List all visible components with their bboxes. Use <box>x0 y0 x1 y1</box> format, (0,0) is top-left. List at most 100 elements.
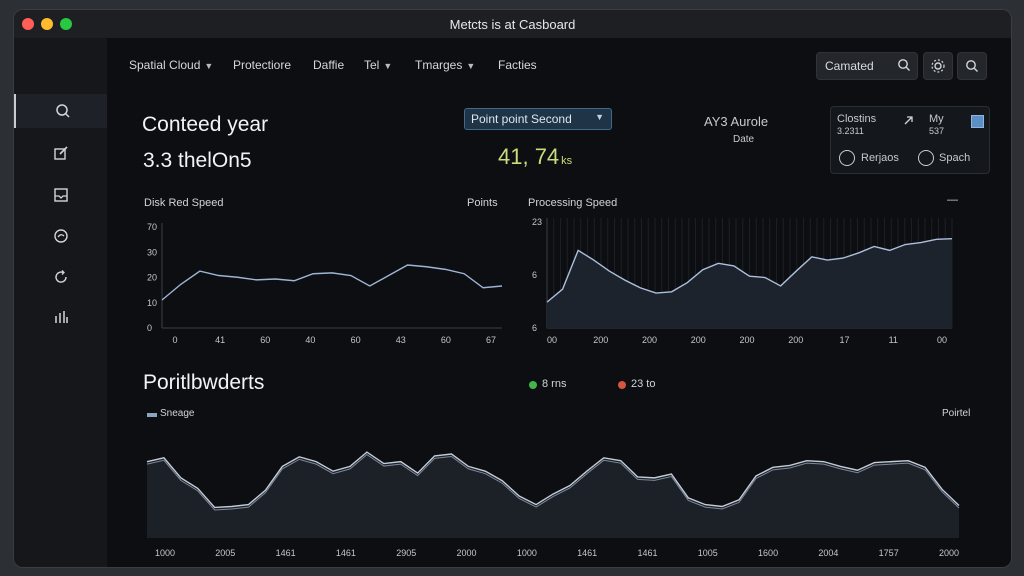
legend-dot-red <box>618 381 626 389</box>
nav-item-label: Tel <box>364 58 380 72</box>
search-box[interactable] <box>816 52 918 80</box>
panel-label-b: My <box>929 113 944 125</box>
x-tick-label: 60 <box>351 335 361 345</box>
x-tick-label: 43 <box>396 335 406 345</box>
panel-label-a: Clostins <box>837 113 877 125</box>
x-tick-label: 1600 <box>758 548 778 558</box>
series-line <box>146 451 960 509</box>
inbox-icon <box>53 188 68 202</box>
sidebar-item-target[interactable] <box>14 219 107 253</box>
chevron-down-icon: ▼ <box>204 61 214 71</box>
x-tick-label: 1000 <box>517 548 537 558</box>
settings-icon <box>931 59 945 73</box>
nav-item-tel[interactable]: Tel ▼ <box>364 58 392 72</box>
y-tick-label: 20 <box>147 273 157 283</box>
x-tick-label: 1000 <box>155 548 175 558</box>
x-tick-label: 2905 <box>396 548 416 558</box>
aux-subtitle: Date <box>733 134 755 145</box>
panel-checkbox[interactable] <box>971 115 984 128</box>
nav-item-label: Facties <box>498 58 537 72</box>
x-tick-label: 200 <box>691 335 706 345</box>
nav-item-spatial-cloud[interactable]: Spatial Cloud ▼ <box>129 58 213 72</box>
bar-chart-icon <box>54 311 68 323</box>
metric-select[interactable]: Point point Second ▼ <box>464 108 612 130</box>
legend-label-red: 23 to <box>631 378 656 390</box>
search-input[interactable] <box>823 57 897 75</box>
x-tick-label: 0 <box>172 335 177 345</box>
chevron-down-icon: ▼ <box>383 61 393 71</box>
chevron-down-icon: ▼ <box>595 112 604 122</box>
sidebar-item-search[interactable] <box>14 94 109 128</box>
select-value: Point point Second <box>471 112 572 126</box>
sidebar-item-refresh[interactable] <box>14 260 107 294</box>
chart2-menu[interactable]: — <box>947 194 958 206</box>
x-tick-label: 1461 <box>276 548 296 558</box>
app-window: Metcts is at Casboard Spatial Cloud ▼ Pro… <box>14 10 1011 567</box>
series-area <box>547 238 952 328</box>
maximize-window-button[interactable] <box>60 18 72 30</box>
disk-speed-chart: 70 30 20 10 0 0 41 60 40 60 43 60 67 <box>147 222 503 345</box>
legend-label-green: 8 rns <box>542 378 567 390</box>
nav-item-tmarges[interactable]: Tmarges ▼ <box>415 58 475 72</box>
x-tick-label: 2000 <box>457 548 477 558</box>
nav-item-protectiore[interactable]: Protectiore <box>233 58 291 72</box>
chart2-title: Processing Speed <box>528 197 618 209</box>
x-tick-label: 1461 <box>577 548 597 558</box>
summary-value: 3.3 thelOn5 <box>143 149 252 172</box>
y-tick-label: 6 <box>532 323 537 333</box>
search-icon[interactable] <box>897 58 911 72</box>
sidebar-item-inbox[interactable] <box>14 178 107 212</box>
series-area <box>147 452 959 538</box>
chart1-title: Disk Red Speed <box>144 197 224 209</box>
series-line <box>161 264 503 301</box>
chart1-legend: Points <box>467 197 498 209</box>
x-tick-label: 200 <box>788 335 803 345</box>
refresh-icon <box>54 270 67 283</box>
x-tick-label: 200 <box>593 335 608 345</box>
settings-button[interactable] <box>923 52 953 80</box>
radio-option-a[interactable] <box>839 150 855 166</box>
x-tick-label: 00 <box>547 335 557 345</box>
x-tick-label: 17 <box>839 335 849 345</box>
x-tick-label: 1757 <box>879 548 899 558</box>
nav-item-facties[interactable]: Facties <box>498 58 537 72</box>
x-tick-label: 200 <box>642 335 657 345</box>
x-tick-label: 2005 <box>215 548 235 558</box>
highlight-unit: ks <box>561 155 573 167</box>
sidebar <box>14 38 109 567</box>
edit-icon <box>53 146 68 160</box>
aux-title: AY3 Aurole <box>704 114 769 129</box>
series-line <box>546 238 953 303</box>
close-window-button[interactable] <box>22 18 34 30</box>
y-tick-label: 23 <box>532 217 542 227</box>
highlight-number: 41, 74 <box>498 144 560 169</box>
global-search-button[interactable] <box>957 52 987 80</box>
panel-value-b: 537 <box>929 126 945 136</box>
sidebar-item-edit[interactable] <box>14 136 107 170</box>
radio-label-b: Spach <box>939 152 971 164</box>
y-tick-label: 6 <box>532 270 537 280</box>
x-tick-label: 40 <box>305 335 315 345</box>
main-content: Spatial Cloud ▼ Protectiore Daffie Tel ▼ T… <box>107 38 1011 567</box>
x-tick-label: 41 <box>215 335 225 345</box>
nav-item-label: Tmarges <box>415 58 463 72</box>
summary-heading: Conteed year <box>142 113 269 136</box>
x-tick-label: 60 <box>260 335 270 345</box>
section-title: Poritlbwderts <box>143 371 265 394</box>
nav-item-label: Spatial Cloud <box>129 58 201 72</box>
sidebar-item-stats[interactable] <box>14 300 107 334</box>
top-navigation: Spatial Cloud ▼ Protectiore Daffie Tel ▼ T… <box>107 38 1011 94</box>
x-tick-label: 200 <box>739 335 754 345</box>
minimize-window-button[interactable] <box>41 18 53 30</box>
x-tick-label: 1005 <box>698 548 718 558</box>
arrow-icon <box>904 116 913 125</box>
y-tick-label: 30 <box>147 247 157 257</box>
nav-item-daffie[interactable]: Daffie <box>313 58 344 72</box>
radio-option-b[interactable] <box>918 150 934 166</box>
title-bar: Metcts is at Casboard <box>14 10 1011 38</box>
x-tick-label: 11 <box>889 335 898 345</box>
x-tick-label: 2004 <box>818 548 838 558</box>
main-series-chart: 1000 2005 1461 1461 2905 2000 1000 1461 1461 1005… <box>146 451 960 558</box>
x-tick-label: 60 <box>441 335 451 345</box>
options-panel: Clostins 3.2311 My 537 Rerjaos Spach <box>830 106 990 174</box>
